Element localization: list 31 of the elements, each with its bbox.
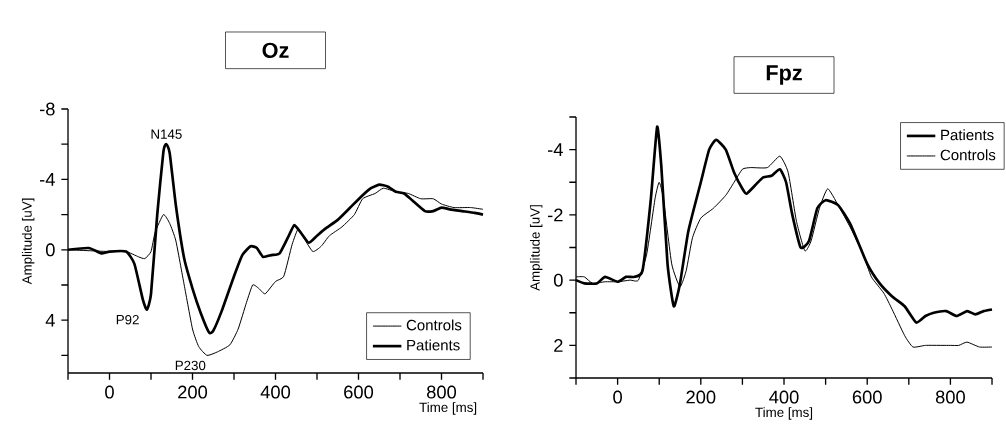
y-tick-label: -4: [39, 173, 55, 186]
x-tick-label: 0: [613, 390, 622, 404]
x-tick-label: 800: [426, 385, 457, 399]
x-tick-label: 200: [686, 390, 716, 404]
x-tick-label: 800: [935, 390, 965, 404]
y-axis-title: Amplitude [uV]: [529, 205, 543, 291]
y-tick-label: -4: [547, 143, 563, 156]
y-tick-label: -8: [39, 102, 55, 116]
y-tick-label: -2: [547, 208, 563, 222]
legend-label: Controls: [940, 149, 996, 161]
y-tick-label: 0: [45, 243, 55, 257]
x-tick-label: 400: [260, 385, 291, 399]
y-tick-label: 2: [554, 339, 563, 352]
x-axis-title: Time [ms]: [755, 407, 813, 420]
x-axis-title: Time [ms]: [419, 402, 477, 415]
legend-label: Controls: [406, 319, 462, 331]
legend-label: Patients: [407, 339, 460, 351]
x-tick-label: 200: [178, 385, 208, 399]
x-tick-label: 600: [344, 385, 374, 399]
annotation: N145: [151, 129, 182, 139]
chart-title: Oz: [262, 42, 289, 58]
y-tick-label: 0: [553, 273, 563, 287]
x-tick-label: 400: [769, 390, 799, 404]
y-tick-label: 4: [45, 313, 55, 327]
chart-title: Fpz: [766, 65, 802, 85]
y-axis-title: Amplitude [uV]: [21, 198, 35, 285]
x-tick-label: 600: [852, 390, 882, 404]
annotation: P230: [175, 360, 206, 371]
legend-label: Patients: [941, 129, 994, 141]
x-tick-label: 0: [105, 385, 114, 399]
annotation: P92: [116, 314, 139, 325]
